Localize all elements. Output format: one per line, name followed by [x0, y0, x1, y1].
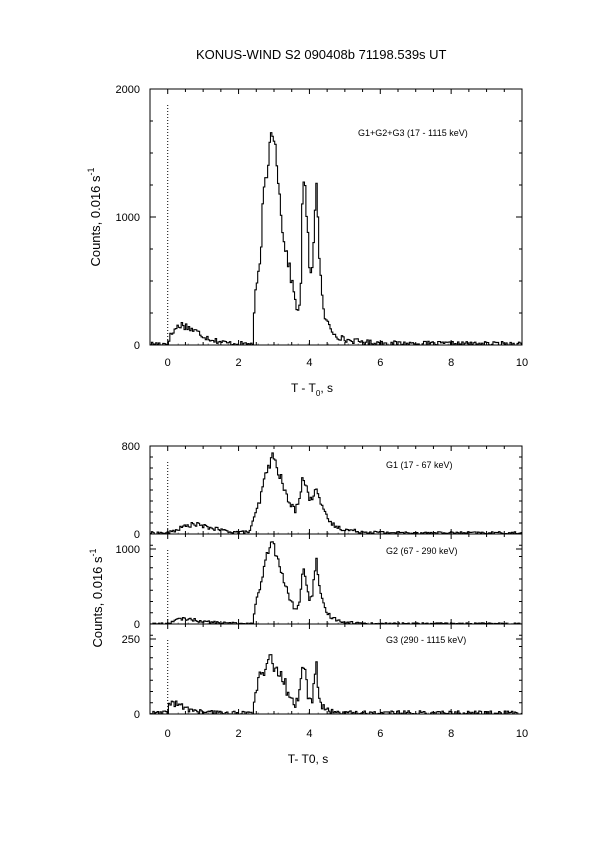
y-axis-label: Counts, 0.016 s-1: [86, 167, 103, 266]
y-tick-label: 0: [134, 709, 140, 721]
energy-band-label: G3 (290 - 1115 keV): [386, 635, 466, 645]
energy-band-label: G2 (67 - 290 keV): [386, 546, 458, 556]
x-axis-label: T - T0, s: [291, 381, 333, 398]
y-tick-label: 0: [134, 340, 140, 352]
x-tick-label: 10: [516, 728, 528, 740]
light-curve-G3: [150, 654, 522, 715]
light-curve-G2: [150, 541, 522, 625]
x-tick-label: 2: [236, 357, 242, 369]
y-axis-label: Counts, 0.016 s-1: [88, 548, 105, 647]
figure-title: KONUS-WIND S2 090408b 71198.539s UT: [196, 47, 447, 62]
x-tick-label: 4: [306, 357, 312, 369]
y-tick-label: 0: [134, 619, 140, 631]
y-tick-label: 250: [122, 634, 140, 646]
panel-G2: 0 1000 G2 (67 - 290 keV) Counts, 0.016 s-1: [88, 533, 523, 648]
plot-frame: [149, 445, 523, 535]
plot-frame: [149, 533, 523, 625]
x-tick-label: 8: [448, 728, 454, 740]
panel-G3: 0 250 0 2 4 6 8 10 G3 (290 - 1115 keV) T- T0, s: [122, 623, 528, 766]
y-tick-label: 800: [122, 441, 140, 453]
x-tick-label: 4: [306, 728, 312, 740]
energy-band-label: G1 (17 - 67 keV): [386, 460, 453, 470]
energy-band-label: G1+G2+G3 (17 - 1115 keV): [358, 128, 468, 138]
x-tick-label: 2: [236, 728, 242, 740]
y-tick-label: 0: [134, 529, 140, 541]
x-tick-label: 0: [165, 728, 171, 740]
x-tick-label: 6: [377, 728, 383, 740]
y-tick-label: 1000: [116, 544, 140, 556]
x-tick-label: 6: [377, 357, 383, 369]
x-tick-label: 0: [165, 357, 171, 369]
y-tick-label: 1000: [116, 212, 140, 224]
panel-top: 0 1000 2000 0 2 4 6 8 10 G1+G2+G3 (17 - 1115 keV)…: [86, 84, 528, 398]
light-curve-top: [150, 132, 522, 346]
x-tick-label: 8: [448, 357, 454, 369]
x-tick-label: 10: [516, 357, 528, 369]
panel-G1: 0 800 G1 (17 - 67 keV): [122, 441, 523, 541]
x-axis-label: T- T0, s: [288, 752, 328, 766]
y-tick-label: 2000: [116, 84, 140, 96]
light-curve-G1: [150, 452, 522, 535]
